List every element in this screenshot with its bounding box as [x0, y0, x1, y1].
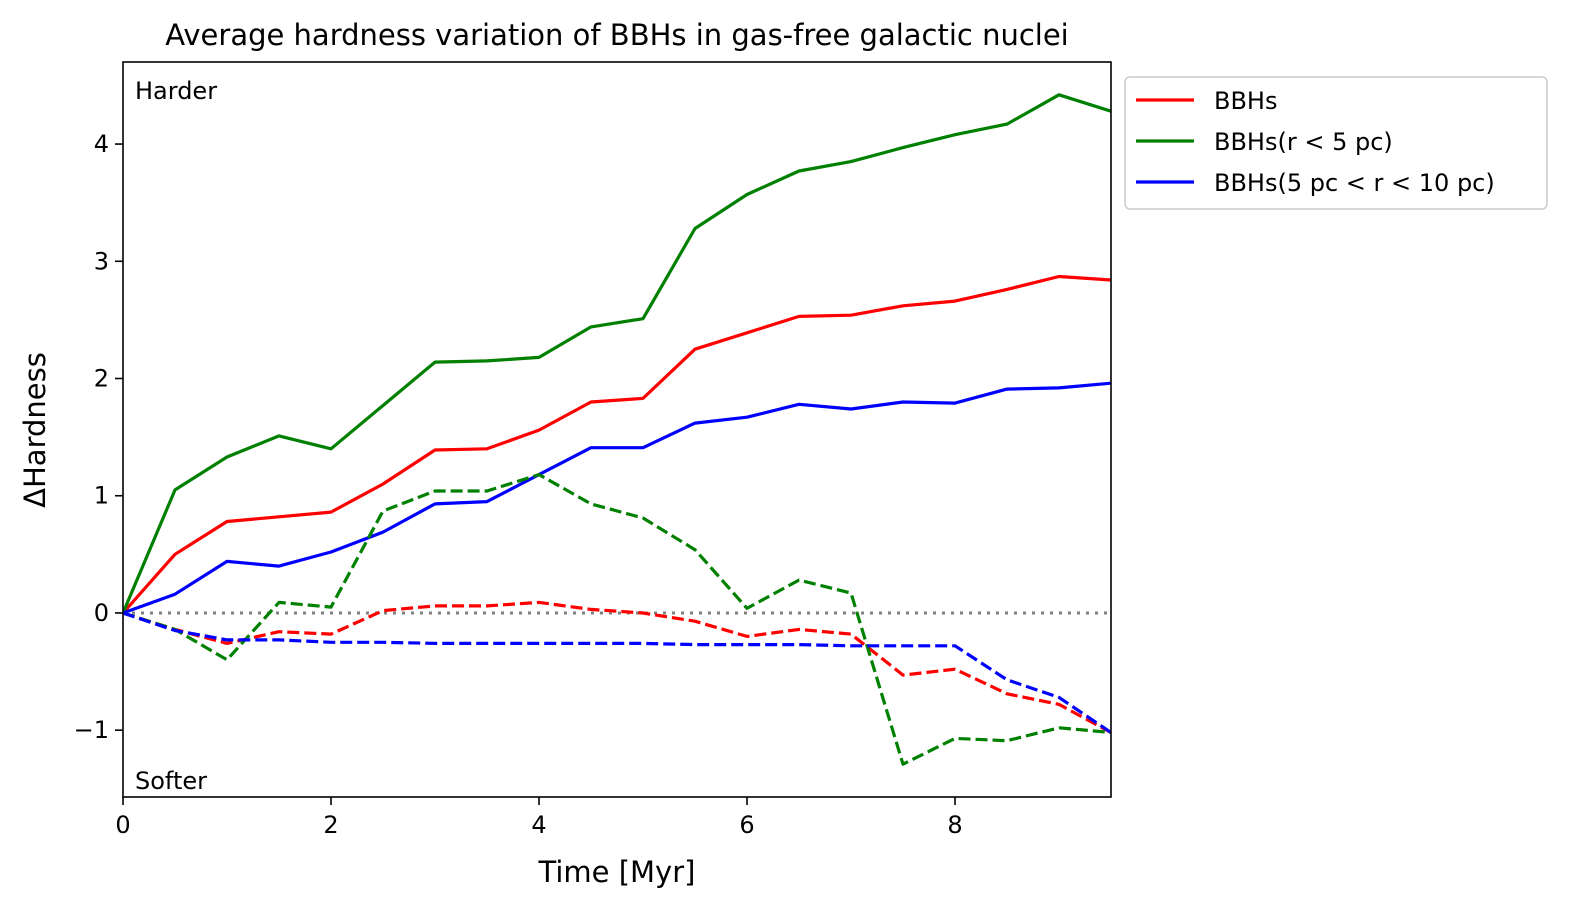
y-tick-label: −1 — [74, 716, 109, 744]
series-line-dashed-5 — [123, 611, 1111, 734]
x-tick-label: 0 — [115, 811, 130, 839]
y-tick-label: 1 — [94, 482, 109, 510]
x-tick-label: 6 — [739, 811, 754, 839]
y-tick-label: 3 — [94, 247, 109, 275]
legend: BBHs BBHs(r < 5 pc) BBHs(5 pc < r < 10 pc) — [1124, 76, 1548, 210]
series-line-solid-1 — [123, 93, 1111, 614]
x-axis-label: Time [Myr] — [538, 855, 696, 889]
chart-title: Average hardness variation of BBHs in ga… — [165, 18, 1069, 52]
plot-area — [123, 62, 1111, 797]
legend-frame — [1124, 76, 1548, 210]
y-tick-label: 0 — [94, 599, 109, 627]
plot-frame — [122, 61, 1112, 798]
y-tick-label: 4 — [94, 130, 109, 158]
x-tick-label: 2 — [323, 811, 338, 839]
y-axis-label: ΔHardness — [18, 352, 52, 508]
series-line-dashed-4 — [123, 473, 1111, 766]
annotation-softer: Softer — [135, 767, 207, 795]
legend-label: BBHs(5 pc < r < 10 pc) — [1214, 169, 1495, 197]
legend-label: BBHs — [1214, 87, 1277, 115]
series-line-dashed-3 — [123, 600, 1111, 734]
annotation-harder: Harder — [135, 77, 217, 105]
y-tick-label: 2 — [94, 365, 109, 393]
series-line-solid-0 — [123, 274, 1111, 615]
x-tick-label: 4 — [531, 811, 546, 839]
x-tick-label: 8 — [947, 811, 962, 839]
series-line-solid-2 — [123, 381, 1111, 615]
legend-label: BBHs(r < 5 pc) — [1214, 128, 1393, 156]
